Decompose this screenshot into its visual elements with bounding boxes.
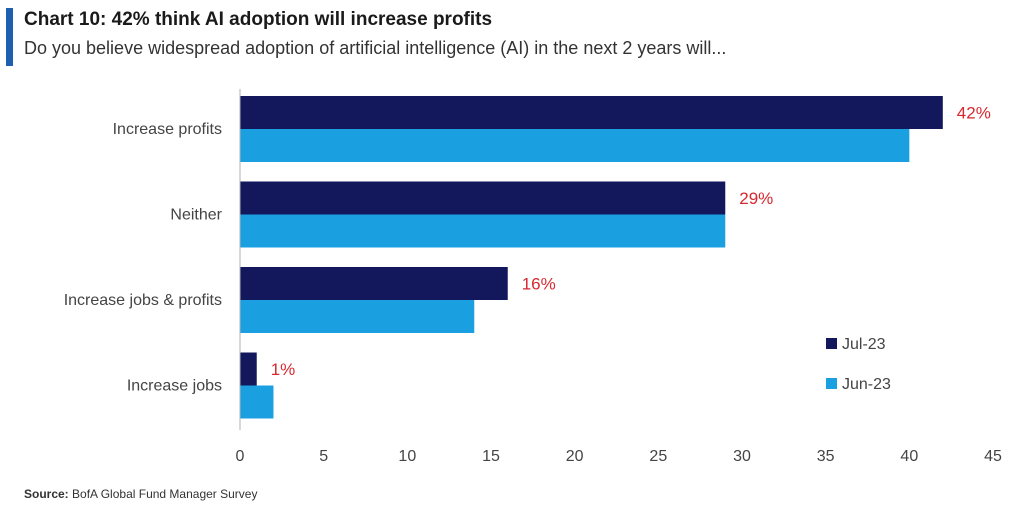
bar-jul-23 — [240, 96, 943, 129]
x-tick-label: 35 — [817, 448, 835, 465]
chart-subtitle: Do you believe widespread adoption of ar… — [24, 38, 727, 58]
x-tick-label: 15 — [482, 448, 500, 465]
legend-label: Jul-23 — [842, 336, 886, 353]
x-tick-label: 10 — [398, 448, 416, 465]
source-text: BofA Global Fund Manager Survey — [72, 487, 258, 501]
bar-jul-23 — [240, 181, 726, 215]
bar-chart: Increase profits Neither Increase jobs & p… — [64, 89, 1002, 465]
bar-jun-23 — [240, 300, 475, 333]
bar-jul-23 — [240, 352, 257, 386]
x-tick-label: 5 — [319, 448, 328, 465]
data-label: 29% — [739, 189, 773, 208]
legend-swatch — [826, 338, 837, 349]
data-label: 42% — [957, 104, 991, 123]
bar-jul-23 — [240, 267, 508, 300]
bar-jun-23 — [240, 385, 274, 419]
bar-jun-23 — [240, 129, 910, 162]
chart-title: Chart 10: 42% think AI adoption will inc… — [24, 9, 493, 30]
category-label: Increase profits — [113, 121, 222, 138]
x-tick-label: 45 — [984, 448, 1002, 465]
data-label: 16% — [522, 275, 556, 294]
source-note: Source: BofA Global Fund Manager Survey — [24, 487, 257, 501]
title-accent-bar — [6, 8, 13, 66]
bar-jun-23 — [240, 214, 726, 248]
x-tick-label: 40 — [900, 448, 918, 465]
data-label: 1% — [271, 360, 296, 379]
x-tick-label: 25 — [649, 448, 667, 465]
legend-swatch — [826, 378, 837, 389]
category-label: Increase jobs & profits — [64, 292, 222, 309]
x-tick-label: 0 — [236, 448, 245, 465]
category-label: Increase jobs — [127, 378, 222, 395]
source-label: Source: — [24, 487, 69, 501]
x-tick-label: 30 — [733, 448, 751, 465]
legend-label: Jun-23 — [842, 376, 891, 393]
category-label: Neither — [170, 207, 222, 224]
x-tick-label: 20 — [566, 448, 584, 465]
